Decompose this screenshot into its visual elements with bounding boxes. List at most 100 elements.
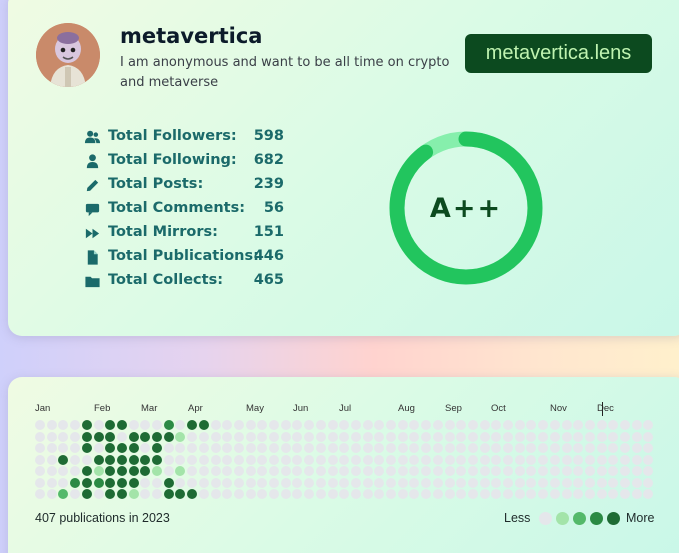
heatmap-cell[interactable] xyxy=(397,454,408,465)
heatmap-cell[interactable] xyxy=(491,466,502,476)
heatmap-cell[interactable] xyxy=(116,477,127,488)
heatmap-cell[interactable] xyxy=(198,420,209,430)
heatmap-cell[interactable] xyxy=(198,454,209,465)
heatmap-cell[interactable] xyxy=(573,489,584,499)
heatmap-cell[interactable] xyxy=(362,454,373,465)
heatmap-cell[interactable] xyxy=(327,454,338,465)
heatmap-cell[interactable] xyxy=(304,443,315,453)
heatmap-cell[interactable] xyxy=(257,466,268,476)
heatmap-cell[interactable] xyxy=(187,443,198,453)
heatmap-cell[interactable] xyxy=(573,477,584,488)
heatmap-cell[interactable] xyxy=(362,477,373,488)
heatmap-cell[interactable] xyxy=(46,431,57,442)
heatmap-cell[interactable] xyxy=(187,489,198,499)
heatmap-cell[interactable] xyxy=(491,420,502,430)
heatmap-cell[interactable] xyxy=(315,443,326,453)
heatmap-cell[interactable] xyxy=(233,489,244,499)
heatmap-cell[interactable] xyxy=(210,477,221,488)
heatmap-cell[interactable] xyxy=(397,431,408,442)
heatmap-cell[interactable] xyxy=(549,466,560,476)
heatmap-cell[interactable] xyxy=(152,466,162,476)
heatmap-cell[interactable] xyxy=(292,420,303,430)
heatmap-cell[interactable] xyxy=(538,443,549,453)
heatmap-cell[interactable] xyxy=(339,466,350,476)
heatmap-cell[interactable] xyxy=(140,443,151,453)
heatmap-cell[interactable] xyxy=(397,420,408,430)
lens-handle-badge[interactable]: metavertica.lens xyxy=(465,34,652,73)
heatmap-cell[interactable] xyxy=(327,466,338,476)
heatmap-cell[interactable] xyxy=(362,443,373,453)
heatmap-cell[interactable] xyxy=(421,431,432,442)
heatmap-cell[interactable] xyxy=(222,443,233,453)
heatmap-cell[interactable] xyxy=(339,489,350,499)
heatmap-cell[interactable] xyxy=(584,454,595,465)
heatmap-cell[interactable] xyxy=(269,477,279,488)
heatmap-cell[interactable] xyxy=(350,477,361,488)
heatmap-cell[interactable] xyxy=(222,489,233,499)
heatmap-cell[interactable] xyxy=(467,454,478,465)
heatmap-cell[interactable] xyxy=(456,420,467,430)
heatmap-cell[interactable] xyxy=(432,489,443,499)
heatmap-cell[interactable] xyxy=(105,420,116,430)
heatmap-cell[interactable] xyxy=(233,466,244,476)
heatmap-cell[interactable] xyxy=(608,489,619,499)
heatmap-cell[interactable] xyxy=(631,466,642,476)
heatmap-cell[interactable] xyxy=(257,443,268,453)
heatmap-cell[interactable] xyxy=(339,431,350,442)
heatmap-cell[interactable] xyxy=(58,420,69,430)
heatmap-cell[interactable] xyxy=(35,443,45,453)
heatmap-cell[interactable] xyxy=(315,431,326,442)
heatmap-cell[interactable] xyxy=(105,466,116,476)
heatmap-cell[interactable] xyxy=(128,420,139,430)
heatmap-cell[interactable] xyxy=(116,420,127,430)
heatmap-cell[interactable] xyxy=(128,431,139,442)
heatmap-cell[interactable] xyxy=(233,443,244,453)
heatmap-cell[interactable] xyxy=(631,431,642,442)
heatmap-cell[interactable] xyxy=(620,466,630,476)
heatmap-cell[interactable] xyxy=(643,454,654,465)
heatmap-cell[interactable] xyxy=(245,466,256,476)
heatmap-cell[interactable] xyxy=(386,431,396,442)
heatmap-cell[interactable] xyxy=(503,443,513,453)
heatmap-cell[interactable] xyxy=(514,454,525,465)
heatmap-cell[interactable] xyxy=(304,454,315,465)
heatmap-cell[interactable] xyxy=(140,466,151,476)
heatmap-cell[interactable] xyxy=(503,454,513,465)
heatmap-cell[interactable] xyxy=(631,489,642,499)
heatmap-cell[interactable] xyxy=(269,420,279,430)
heatmap-cell[interactable] xyxy=(561,431,572,442)
heatmap-cell[interactable] xyxy=(514,466,525,476)
heatmap-cell[interactable] xyxy=(233,420,244,430)
heatmap-cell[interactable] xyxy=(397,443,408,453)
heatmap-cell[interactable] xyxy=(409,489,420,499)
heatmap-cell[interactable] xyxy=(631,477,642,488)
heatmap-cell[interactable] xyxy=(58,477,69,488)
heatmap-cell[interactable] xyxy=(350,489,361,499)
heatmap-cell[interactable] xyxy=(514,477,525,488)
heatmap-cell[interactable] xyxy=(397,489,408,499)
heatmap-cell[interactable] xyxy=(526,420,537,430)
heatmap-cell[interactable] xyxy=(280,489,291,499)
heatmap-cell[interactable] xyxy=(292,466,303,476)
heatmap-cell[interactable] xyxy=(491,443,502,453)
heatmap-cell[interactable] xyxy=(538,420,549,430)
heatmap-cell[interactable] xyxy=(58,454,69,465)
heatmap-cell[interactable] xyxy=(503,489,513,499)
heatmap-cell[interactable] xyxy=(538,431,549,442)
heatmap-cell[interactable] xyxy=(327,443,338,453)
heatmap-cell[interactable] xyxy=(608,443,619,453)
heatmap-cell[interactable] xyxy=(608,454,619,465)
heatmap-cell[interactable] xyxy=(152,477,162,488)
heatmap-cell[interactable] xyxy=(163,431,174,442)
heatmap-cell[interactable] xyxy=(175,443,186,453)
heatmap-cell[interactable] xyxy=(374,454,385,465)
heatmap-cell[interactable] xyxy=(561,489,572,499)
heatmap-cell[interactable] xyxy=(105,443,116,453)
heatmap-cell[interactable] xyxy=(386,466,396,476)
heatmap-cell[interactable] xyxy=(304,489,315,499)
heatmap-cell[interactable] xyxy=(549,431,560,442)
heatmap-cell[interactable] xyxy=(257,431,268,442)
heatmap-cell[interactable] xyxy=(128,443,139,453)
heatmap-cell[interactable] xyxy=(467,431,478,442)
heatmap-cell[interactable] xyxy=(222,420,233,430)
